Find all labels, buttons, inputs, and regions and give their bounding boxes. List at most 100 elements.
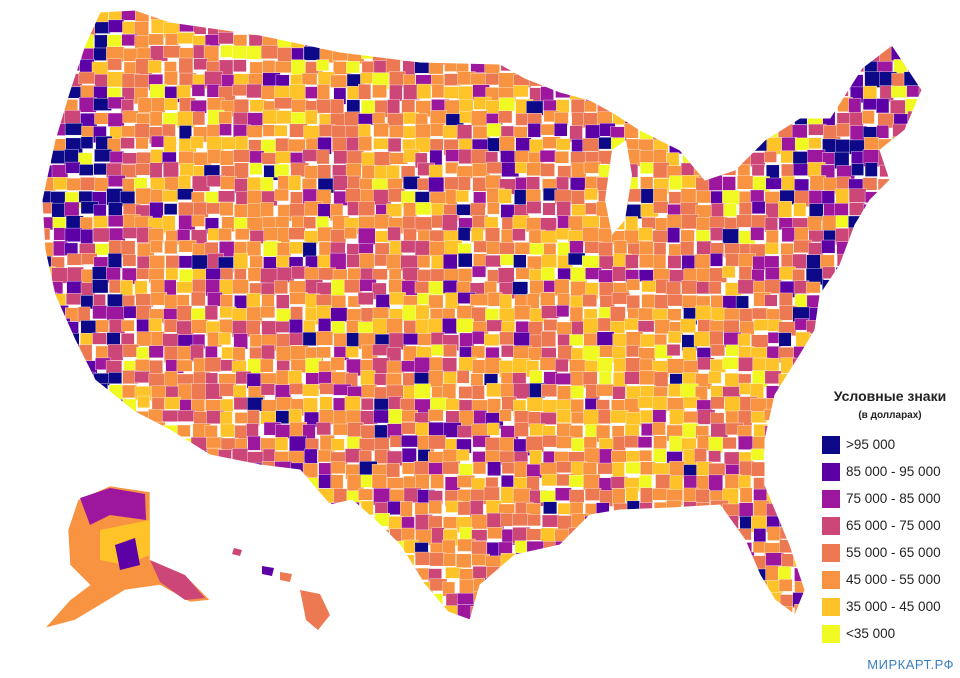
county xyxy=(668,529,685,547)
county xyxy=(515,594,529,611)
county xyxy=(722,113,740,126)
county xyxy=(234,162,249,179)
county xyxy=(568,617,585,620)
county xyxy=(554,151,569,164)
county xyxy=(795,514,814,532)
county xyxy=(177,10,194,25)
county xyxy=(275,321,290,333)
county xyxy=(207,554,224,569)
county xyxy=(163,136,177,154)
county xyxy=(514,566,533,582)
county xyxy=(583,605,601,620)
county xyxy=(683,22,700,38)
county xyxy=(373,579,391,597)
county xyxy=(569,489,585,503)
county xyxy=(851,346,865,363)
county xyxy=(598,137,613,150)
county xyxy=(193,58,208,70)
county xyxy=(640,594,659,607)
county xyxy=(513,84,529,98)
county xyxy=(386,477,405,489)
county xyxy=(235,487,249,505)
county xyxy=(653,448,667,463)
county xyxy=(500,579,515,596)
county xyxy=(905,321,920,337)
county xyxy=(750,448,765,461)
county xyxy=(234,568,249,583)
legend-swatch xyxy=(822,543,840,562)
county xyxy=(190,10,205,21)
county xyxy=(737,594,755,607)
county xyxy=(247,618,262,620)
county xyxy=(80,136,94,149)
county xyxy=(543,32,560,48)
county xyxy=(876,281,890,296)
county xyxy=(739,567,758,581)
county xyxy=(51,72,69,88)
county xyxy=(67,21,84,34)
county xyxy=(710,396,725,410)
county xyxy=(303,630,319,646)
county xyxy=(683,605,697,620)
county xyxy=(683,566,698,579)
county xyxy=(681,60,699,74)
county xyxy=(401,435,419,448)
county xyxy=(459,45,478,60)
county xyxy=(570,385,584,399)
county xyxy=(667,330,682,344)
county xyxy=(316,99,333,114)
county xyxy=(473,577,489,593)
county xyxy=(385,58,401,74)
county xyxy=(540,292,556,307)
county xyxy=(42,525,52,543)
county xyxy=(725,35,743,53)
county xyxy=(890,19,904,36)
county xyxy=(417,22,435,39)
legend-swatch xyxy=(822,597,840,616)
county xyxy=(92,227,111,243)
county xyxy=(161,410,181,422)
county xyxy=(695,592,714,609)
county xyxy=(219,319,233,334)
county xyxy=(277,21,294,38)
county xyxy=(725,632,738,647)
county xyxy=(667,397,685,412)
county xyxy=(471,399,489,412)
county xyxy=(501,566,515,582)
county xyxy=(134,461,148,475)
county xyxy=(150,606,164,620)
county xyxy=(794,617,812,620)
county xyxy=(246,607,262,620)
county xyxy=(123,462,137,477)
county xyxy=(711,617,726,620)
county xyxy=(107,253,122,269)
county xyxy=(470,60,486,73)
county xyxy=(890,305,906,319)
county xyxy=(528,58,546,72)
county xyxy=(737,279,755,295)
county xyxy=(708,634,720,651)
county xyxy=(681,578,696,593)
county xyxy=(302,384,320,397)
county xyxy=(809,86,823,104)
county xyxy=(456,10,475,23)
county xyxy=(637,436,653,448)
county xyxy=(219,514,235,532)
county xyxy=(289,203,307,218)
county xyxy=(42,292,58,309)
county xyxy=(568,565,586,578)
county xyxy=(373,398,391,412)
county xyxy=(331,295,346,310)
county xyxy=(50,435,67,450)
county xyxy=(848,370,865,387)
county xyxy=(401,99,416,114)
county xyxy=(487,22,501,37)
county xyxy=(305,10,324,27)
county xyxy=(879,308,896,325)
county xyxy=(906,202,921,220)
county xyxy=(598,606,615,620)
county xyxy=(749,383,764,399)
county xyxy=(597,592,616,607)
county xyxy=(42,371,51,385)
county xyxy=(484,577,499,595)
